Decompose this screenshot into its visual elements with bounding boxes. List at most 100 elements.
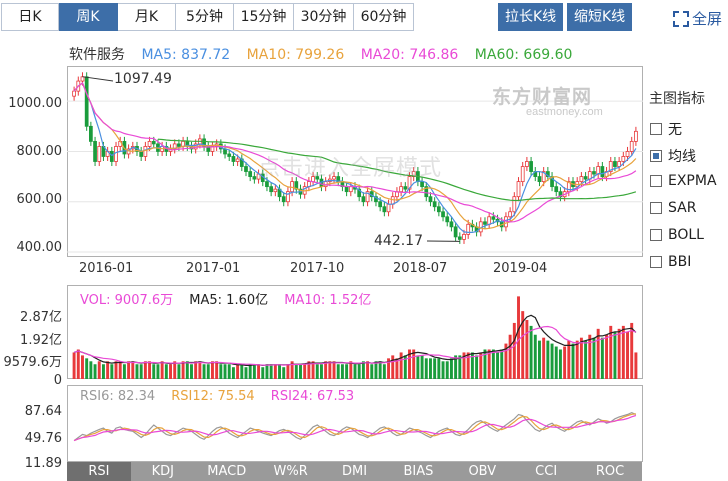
main-legend: 软件服务 MA5: 837.72 MA10: 799.26 MA20: 746.… — [69, 44, 584, 64]
volume-bar — [118, 361, 122, 379]
indicator-tab-7[interactable]: CCI — [535, 464, 558, 479]
vol-tick-3: 9579.6万 — [3, 355, 63, 370]
fullscreen-button[interactable]: 全屏 — [672, 8, 722, 29]
volume-bar — [521, 311, 525, 379]
volume-bar — [181, 361, 185, 379]
fullscreen-hint[interactable]: 点击进入全屏模式 — [258, 156, 443, 181]
checkbox-icon[interactable] — [650, 175, 662, 187]
candle — [344, 186, 349, 193]
candle — [281, 196, 286, 203]
low-annotation: 442.17 — [374, 233, 423, 249]
volume-bar — [127, 361, 131, 379]
volume-bar — [336, 364, 340, 379]
volume-bar — [190, 364, 193, 379]
candle — [449, 221, 454, 228]
main-chart-panel[interactable] — [67, 66, 643, 257]
volume-bar — [72, 352, 76, 379]
rsi-tick-mid: 49.76 — [24, 431, 62, 446]
volume-bar — [525, 319, 529, 379]
candle — [596, 166, 601, 175]
candle — [382, 206, 387, 213]
main-indicator-option-1[interactable]: 均线 — [650, 146, 696, 166]
candle — [244, 166, 248, 172]
option-label: 均线 — [668, 149, 696, 165]
indicator-tab-1[interactable]: KDJ — [151, 464, 175, 479]
volume-bar — [97, 361, 101, 379]
volume-bar — [361, 361, 365, 379]
rsi-tick-bottom: 11.89 — [24, 456, 62, 471]
volume-bar — [420, 355, 424, 379]
checkbox-icon[interactable] — [650, 229, 662, 241]
ma5-line — [73, 82, 637, 233]
candle — [348, 186, 353, 193]
candle — [286, 191, 290, 203]
volume-bar — [546, 340, 550, 379]
checkbox-icon[interactable] — [650, 150, 662, 162]
candle — [386, 203, 391, 213]
indicator-tab-4[interactable]: DMI — [341, 464, 368, 479]
candle — [273, 188, 278, 193]
rsi-chart[interactable] — [67, 385, 643, 462]
checkbox-icon[interactable] — [650, 123, 662, 135]
stretch-kline-button[interactable]: 拉长K线 — [498, 3, 564, 31]
indicator-tab-6[interactable]: OBV — [468, 464, 497, 479]
indicator-tab-0[interactable]: RSI — [67, 462, 131, 481]
candle — [428, 196, 433, 203]
volume-bar — [282, 367, 286, 379]
candle — [72, 90, 76, 97]
candle — [399, 186, 403, 193]
rsi-legend: RSI6: 82.34 RSI12: 75.54 RSI24: 67.53 — [80, 389, 366, 404]
volume-bar — [374, 361, 378, 379]
period-tab-5[interactable]: 30分钟 — [294, 3, 354, 31]
x-tick-2018-07: 2018-07 — [393, 261, 448, 276]
volume-bar — [496, 352, 500, 379]
volume-bar — [508, 334, 512, 379]
candle — [290, 181, 294, 193]
period-tab-3[interactable]: 5分钟 — [176, 3, 234, 31]
volume-bar — [185, 361, 189, 379]
volume-bar — [206, 364, 210, 379]
volume-bar — [550, 343, 554, 379]
candle — [466, 223, 471, 235]
period-tab-4[interactable]: 15分钟 — [234, 3, 294, 31]
period-tab-1[interactable]: 周K — [59, 3, 118, 31]
candle — [608, 161, 613, 172]
checkbox-icon[interactable] — [650, 256, 662, 268]
indicator-tab-8[interactable]: ROC — [595, 464, 625, 479]
shrink-kline-button[interactable]: 缩短K线 — [567, 3, 633, 31]
volume-bar — [433, 358, 437, 379]
volume-bar — [319, 364, 323, 379]
volume-bar — [101, 364, 105, 379]
main-indicator-option-5[interactable]: BBI — [650, 254, 691, 270]
rsi-panel[interactable] — [67, 385, 643, 462]
volume-bar — [542, 337, 546, 379]
volume-bar — [294, 364, 298, 379]
x-tick-2019-04: 2019-04 — [493, 261, 548, 276]
candle — [248, 171, 253, 177]
main-indicator-option-0[interactable]: 无 — [650, 119, 682, 139]
indicator-tab-3[interactable]: W%R — [273, 464, 308, 479]
period-tab-2[interactable]: 月K — [118, 3, 176, 31]
volume-bar — [462, 352, 466, 379]
candle — [525, 161, 529, 167]
volume-bar — [164, 364, 168, 379]
volume-bar — [324, 361, 328, 379]
period-tab-6[interactable]: 60分钟 — [354, 3, 414, 31]
legend-rsi12: RSI12: 75.54 — [171, 389, 255, 404]
checkbox-icon[interactable] — [650, 202, 662, 214]
candle — [453, 226, 458, 238]
volume-bar — [345, 364, 349, 379]
candle — [315, 176, 320, 180]
volume-bar — [227, 364, 231, 379]
main-indicator-option-4[interactable]: BOLL — [650, 227, 704, 243]
indicator-tab-2[interactable]: MACD — [207, 464, 247, 479]
candlestick-chart[interactable] — [67, 66, 643, 257]
volume-chart[interactable] — [67, 285, 643, 379]
period-tab-0[interactable]: 日K — [1, 3, 59, 31]
main-indicator-option-3[interactable]: SAR — [650, 200, 696, 216]
candle — [583, 176, 588, 180]
indicator-tab-5[interactable]: BIAS — [403, 464, 434, 479]
volume-legend: VOL: 9007.6万 MA5: 1.60亿 MA10: 1.52亿 — [80, 289, 383, 308]
volume-bar — [378, 361, 382, 379]
main-indicator-option-2[interactable]: EXPMA — [650, 173, 717, 189]
